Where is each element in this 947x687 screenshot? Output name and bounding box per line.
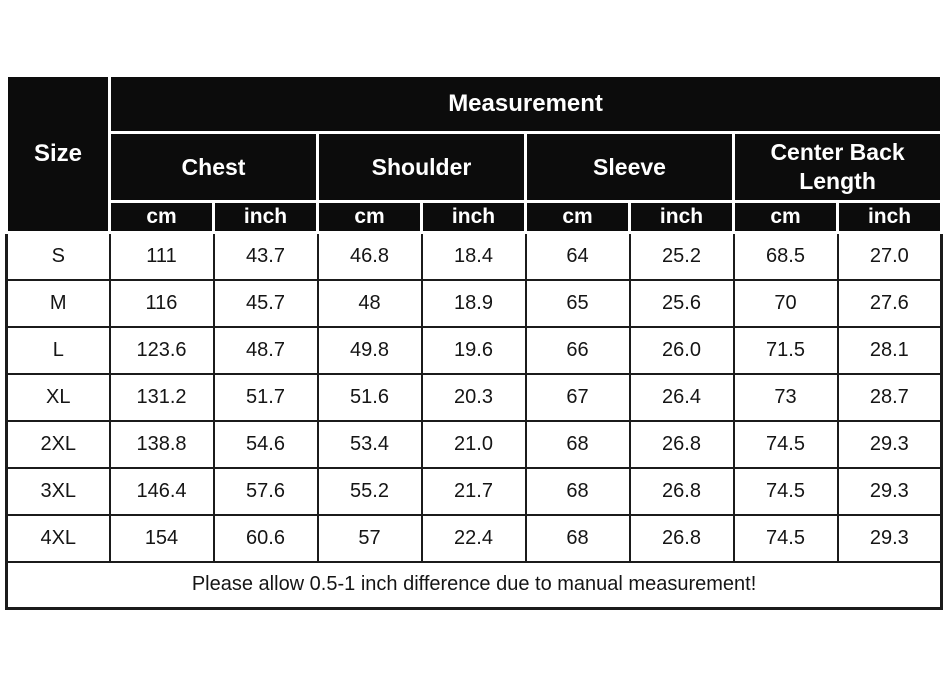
value-cell: 57.6	[212, 466, 319, 516]
table-row: 4XL 154 60.6 57 22.4 68 26.8 74.5 29.3	[5, 513, 943, 563]
value-cell: 64	[524, 231, 631, 281]
value-cell: 68	[524, 513, 631, 563]
table-row: M 116 45.7 48 18.9 65 25.6 70 27.6	[5, 278, 943, 328]
value-cell: 43.7	[212, 231, 319, 281]
size-cell: XL	[5, 372, 111, 422]
table-row: 3XL 146.4 57.6 55.2 21.7 68 26.8 74.5 29…	[5, 466, 943, 516]
value-cell: 73	[732, 372, 839, 422]
value-cell: 74.5	[732, 513, 839, 563]
value-cell: 74.5	[732, 466, 839, 516]
size-cell: M	[5, 278, 111, 328]
value-cell: 27.0	[836, 231, 943, 281]
value-cell: 53.4	[316, 419, 423, 469]
value-cell: 48.7	[212, 325, 319, 375]
value-cell: 46.8	[316, 231, 423, 281]
value-cell: 74.5	[732, 419, 839, 469]
table-row: S 111 43.7 46.8 18.4 64 25.2 68.5 27.0	[5, 231, 943, 281]
size-cell: L	[5, 325, 111, 375]
value-cell: 21.7	[420, 466, 527, 516]
value-cell: 25.2	[628, 231, 735, 281]
value-cell: 71.5	[732, 325, 839, 375]
value-cell: 67	[524, 372, 631, 422]
table-row: XL 131.2 51.7 51.6 20.3 67 26.4 73 28.7	[5, 372, 943, 422]
value-cell: 45.7	[212, 278, 319, 328]
value-cell: 29.3	[836, 466, 943, 516]
unit-cell-chest-cm: cm	[108, 200, 215, 234]
value-cell: 68.5	[732, 231, 839, 281]
unit-cell-shoulder-cm: cm	[316, 200, 423, 234]
value-cell: 55.2	[316, 466, 423, 516]
header-measurement: Measurement	[107, 74, 944, 134]
value-cell: 138.8	[108, 419, 215, 469]
size-cell: 4XL	[5, 513, 111, 563]
value-cell: 51.7	[212, 372, 319, 422]
value-cell: 26.4	[628, 372, 735, 422]
value-cell: 66	[524, 325, 631, 375]
header-group-center-back-length: Center Back Length	[731, 131, 944, 203]
value-cell: 146.4	[108, 466, 215, 516]
value-cell: 19.6	[420, 325, 527, 375]
value-cell: 154	[108, 513, 215, 563]
header-size: Size	[5, 74, 111, 234]
size-cell: 3XL	[5, 466, 111, 516]
value-cell: 51.6	[316, 372, 423, 422]
value-cell: 20.3	[420, 372, 527, 422]
value-cell: 28.7	[836, 372, 943, 422]
value-cell: 27.6	[836, 278, 943, 328]
value-cell: 18.4	[420, 231, 527, 281]
header-group-shoulder: Shoulder	[316, 131, 527, 203]
value-cell: 48	[316, 278, 423, 328]
value-cell: 68	[524, 419, 631, 469]
unit-cell-chest-inch: inch	[212, 200, 319, 234]
table-row: L 123.6 48.7 49.8 19.6 66 26.0 71.5 28.1	[5, 325, 943, 375]
value-cell: 116	[108, 278, 215, 328]
value-cell: 49.8	[316, 325, 423, 375]
size-cell: S	[5, 231, 111, 281]
size-chart-table: Size Measurement Chest Shoulder Sleeve C…	[5, 74, 944, 610]
value-cell: 28.1	[836, 325, 943, 375]
value-cell: 25.6	[628, 278, 735, 328]
unit-cell-cbl-inch: inch	[835, 200, 944, 234]
value-cell: 26.8	[628, 466, 735, 516]
value-cell: 131.2	[108, 372, 215, 422]
size-cell: 2XL	[5, 419, 111, 469]
value-cell: 57	[316, 513, 423, 563]
value-cell: 26.8	[628, 419, 735, 469]
value-cell: 29.3	[836, 419, 943, 469]
value-cell: 21.0	[420, 419, 527, 469]
value-cell: 60.6	[212, 513, 319, 563]
value-cell: 65	[524, 278, 631, 328]
table-row: 2XL 138.8 54.6 53.4 21.0 68 26.8 74.5 29…	[5, 419, 943, 469]
unit-cell-shoulder-inch: inch	[420, 200, 527, 234]
unit-cell-cbl-cm: cm	[732, 200, 839, 234]
value-cell: 26.8	[628, 513, 735, 563]
header-group-sleeve: Sleeve	[524, 131, 735, 203]
footer-row: Please allow 0.5-1 inch difference due t…	[5, 560, 943, 609]
footer-note: Please allow 0.5-1 inch difference due t…	[5, 560, 943, 609]
value-cell: 18.9	[420, 278, 527, 328]
value-cell: 29.3	[836, 513, 943, 563]
value-cell: 68	[524, 466, 631, 516]
unit-cell-sleeve-inch: inch	[628, 200, 735, 234]
value-cell: 111	[108, 231, 215, 281]
value-cell: 70	[732, 278, 839, 328]
value-cell: 54.6	[212, 419, 319, 469]
value-cell: 22.4	[420, 513, 527, 563]
value-cell: 26.0	[628, 325, 735, 375]
value-cell: 123.6	[108, 325, 215, 375]
header-group-chest: Chest	[108, 131, 319, 203]
unit-cell-sleeve-cm: cm	[524, 200, 631, 234]
